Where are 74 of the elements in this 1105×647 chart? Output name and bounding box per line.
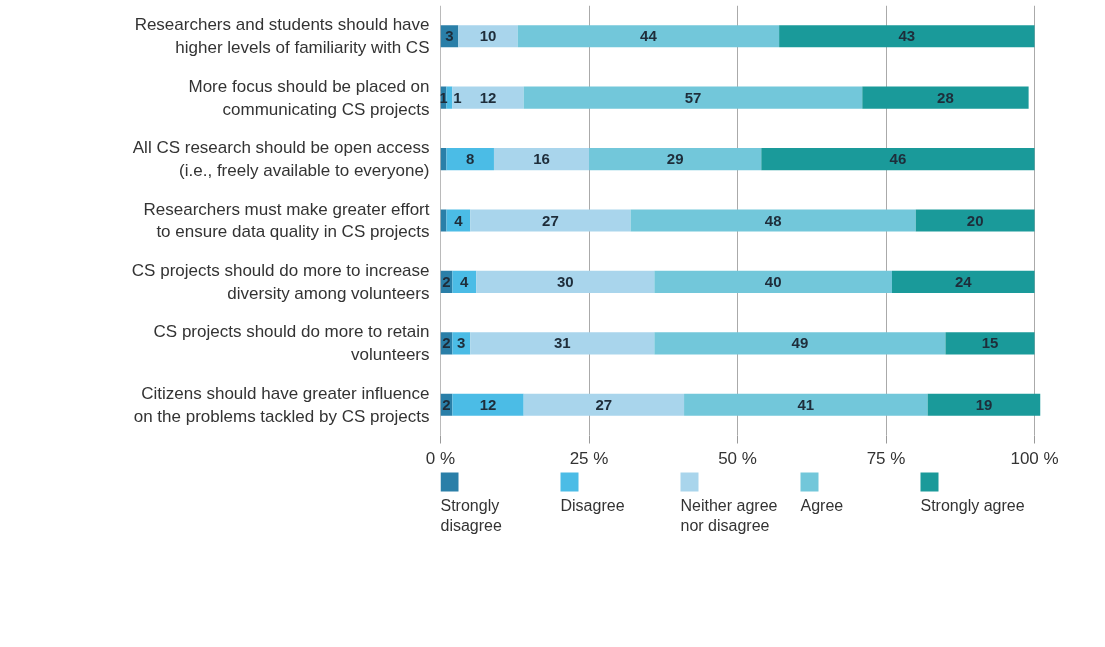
data-label: 30 xyxy=(556,272,574,290)
data-label: 29 xyxy=(666,150,684,168)
bar xyxy=(458,25,518,48)
data-label: 2 xyxy=(442,334,451,352)
bar xyxy=(654,270,892,293)
data-label: 16 xyxy=(533,150,550,168)
y-tick-label: More focus should be placed on communicating CS projects xyxy=(188,76,430,119)
bar xyxy=(470,332,655,355)
legend-label: Strongly agree xyxy=(920,497,1025,515)
bar xyxy=(654,332,946,355)
bar xyxy=(452,86,524,109)
data-label: 3 xyxy=(445,27,454,45)
bar xyxy=(446,148,494,171)
legend-label: Agree xyxy=(800,497,844,515)
data-label: 27 xyxy=(542,211,559,229)
bar xyxy=(589,148,762,171)
y-tick-label: Researchers must make greater effort to ensure data quality in CS projects xyxy=(143,199,430,242)
data-label: 31 xyxy=(553,334,571,352)
data-label: 49 xyxy=(791,334,809,352)
data-label: 46 xyxy=(889,150,907,168)
legend-label: Strongly disagree xyxy=(440,497,502,535)
bar xyxy=(891,270,1035,293)
x-tick-label: 100 % xyxy=(1010,448,1059,468)
data-label: 1 xyxy=(453,88,462,106)
x-tick-label: 25 % xyxy=(569,448,609,468)
data-label: 44 xyxy=(640,27,658,45)
bar xyxy=(945,332,1035,355)
bar xyxy=(915,209,1035,232)
data-label: 27 xyxy=(595,395,613,413)
bar xyxy=(452,270,477,293)
data-label: 3 xyxy=(457,334,466,352)
bar xyxy=(684,393,928,416)
bar xyxy=(517,25,780,48)
data-label: 57 xyxy=(684,88,702,106)
data-label: 28 xyxy=(937,88,954,106)
y-tick-label: All CS research should be open access (i.e., freely available to everyone) xyxy=(132,138,430,180)
bar xyxy=(761,148,1035,171)
data-label: 4 xyxy=(454,211,464,229)
data-label: 19 xyxy=(975,395,993,413)
bar xyxy=(927,393,1041,416)
x-tick-label: 50 % xyxy=(718,448,757,468)
bar xyxy=(630,209,916,232)
x-tick-label: 75 % xyxy=(866,448,906,468)
legend-label: Neither agree nor disagree xyxy=(680,497,778,535)
y-tick-label: CS projects should do more to retain volunteers xyxy=(153,322,430,365)
bar xyxy=(493,148,590,171)
bar xyxy=(470,209,631,232)
data-label: 10 xyxy=(479,27,497,45)
data-label: 48 xyxy=(764,211,782,229)
data-label: 12 xyxy=(479,88,497,106)
data-label: 20 xyxy=(966,211,984,229)
y-tick-label: Researchers and students should have higher levels of familiarity with CS xyxy=(134,15,430,58)
x-tick-label: 0 % xyxy=(425,448,456,468)
y-tick-label: CS projects should do more to increase diversity among volunteers xyxy=(131,261,430,303)
data-label: 8 xyxy=(466,150,475,168)
data-label: 2 xyxy=(442,272,451,290)
bar xyxy=(779,25,1035,48)
data-label: 41 xyxy=(797,395,815,413)
data-label: 12 xyxy=(479,395,497,413)
bar xyxy=(862,86,1029,109)
data-label: 2 xyxy=(442,395,451,413)
data-label: 24 xyxy=(954,272,973,290)
data-label: 43 xyxy=(898,27,916,45)
bar xyxy=(476,270,655,293)
y-tick-label: Citizens should have greater influence on the problems tackled by CS projects xyxy=(133,383,430,426)
bar xyxy=(452,393,524,416)
data-label: 4 xyxy=(460,272,470,290)
data-label: 40 xyxy=(764,272,782,290)
data-label: 15 xyxy=(981,334,999,352)
bar xyxy=(446,209,471,232)
bar xyxy=(523,393,685,416)
bar xyxy=(523,86,863,109)
bar xyxy=(446,86,453,109)
legend-label: Disagree xyxy=(560,497,625,515)
